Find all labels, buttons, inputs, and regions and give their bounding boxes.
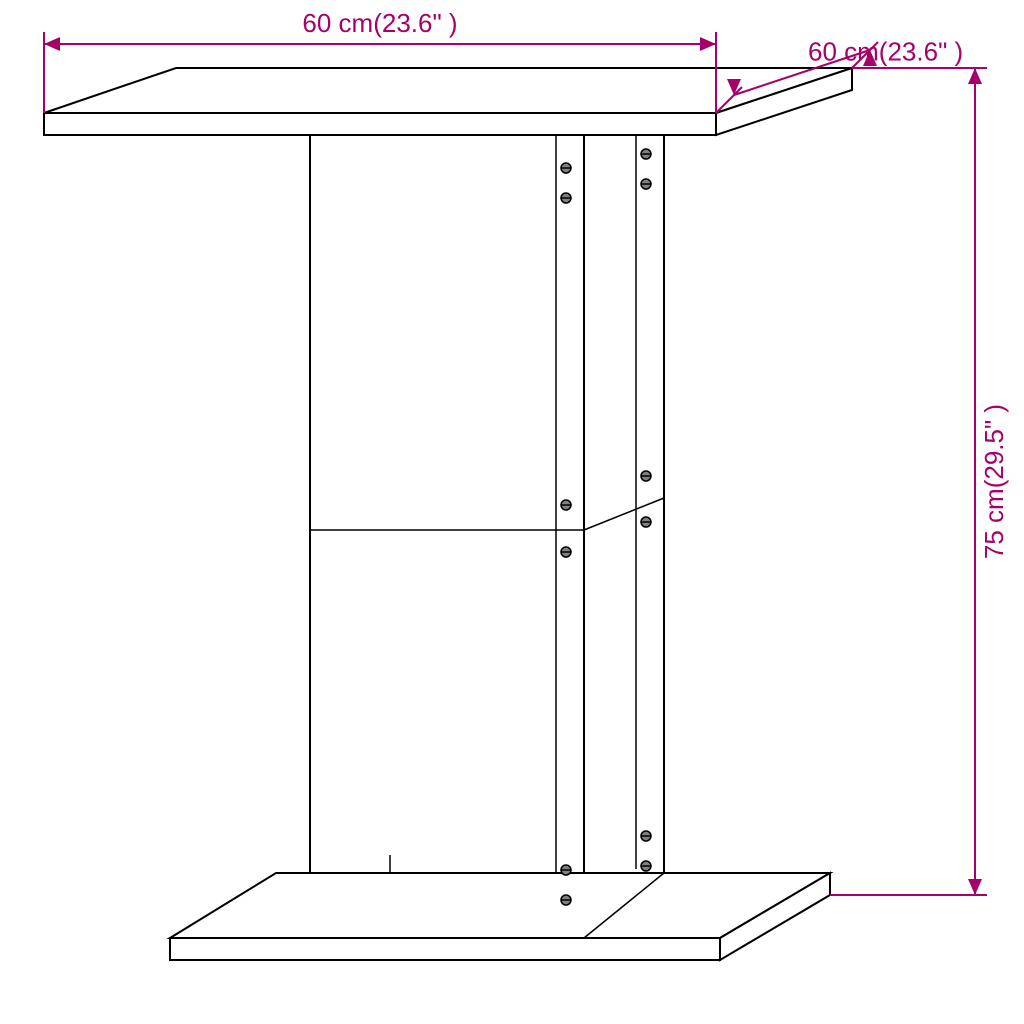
table-dimension-drawing: 60 cm(23.6" ) 60 cm(23.6" ) 75 cm(29.5" ) bbox=[0, 0, 1024, 1024]
dimension-height-label: 75 cm(29.5" ) bbox=[979, 404, 1009, 559]
dimension-width-label: 60 cm(23.6" ) bbox=[302, 8, 457, 38]
dimension-depth-label: 60 cm(23.6" ) bbox=[808, 37, 963, 67]
